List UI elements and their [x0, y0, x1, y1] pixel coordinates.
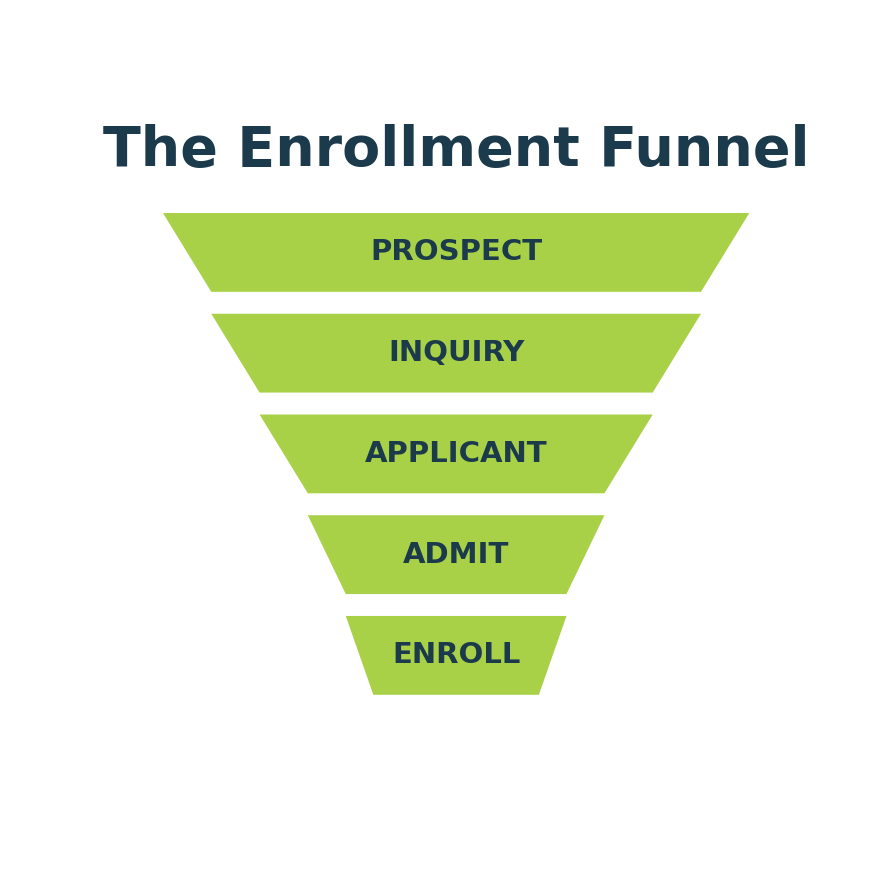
- Polygon shape: [260, 415, 652, 493]
- Text: ADMIT: ADMIT: [403, 540, 509, 569]
- Text: APPLICANT: APPLICANT: [365, 440, 547, 468]
- Polygon shape: [163, 213, 749, 292]
- Text: PROSPECT: PROSPECT: [370, 239, 542, 266]
- Text: The Enrollment Funnel: The Enrollment Funnel: [103, 125, 809, 178]
- Text: INQUIRY: INQUIRY: [388, 339, 524, 368]
- Text: ENROLL: ENROLL: [392, 642, 521, 669]
- Polygon shape: [308, 515, 604, 594]
- Polygon shape: [345, 616, 567, 695]
- Polygon shape: [211, 314, 701, 392]
